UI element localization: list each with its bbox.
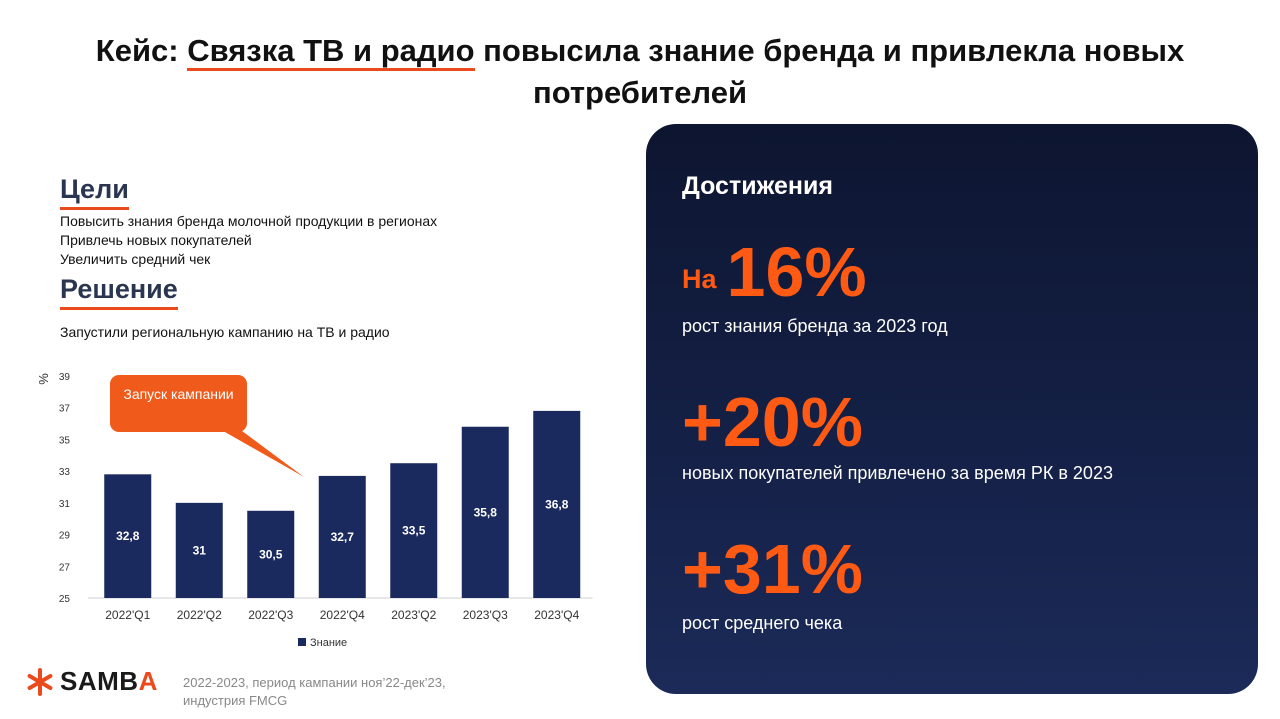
bar-value-label: 32,8 <box>116 529 140 543</box>
y-tick-label: 37 <box>59 404 71 415</box>
stat-value: +20% <box>682 383 863 461</box>
campaign-launch-callout: Запуск кампании <box>110 375 247 432</box>
logo-text: SAMBA <box>60 666 158 697</box>
title-rest: повысила знание бренда и привлекла новых… <box>474 33 1185 110</box>
y-tick-label: 39 <box>59 372 71 383</box>
y-tick-label: 33 <box>59 467 71 478</box>
stat-desc: рост среднего чека <box>682 613 843 633</box>
stat-brand-awareness: На 16% <box>682 232 867 312</box>
x-tick-label: 2023'Q2 <box>391 608 436 622</box>
y-tick-label: 31 <box>59 499 71 510</box>
stat-desc: новых покупателей привлечено за время РК… <box>682 463 1113 483</box>
x-tick-label: 2022'Q1 <box>105 608 150 622</box>
legend-swatch <box>298 638 306 646</box>
stat-value: 16% <box>726 233 867 311</box>
asterisk-logo-icon <box>27 667 53 696</box>
y-tick-label: 25 <box>59 594 71 605</box>
y-tick-label: 35 <box>59 435 71 446</box>
x-tick-label: 2022'Q2 <box>177 608 222 622</box>
footer-note-line: 2022-2023, период кампании ноя’22-дек’23… <box>183 675 446 690</box>
legend-label: Знание <box>310 637 347 649</box>
page-title: Кейс: Связка ТВ и радио повысила знание … <box>60 30 1220 114</box>
stat-average-check: +31% <box>682 529 863 609</box>
y-tick-label: 27 <box>59 562 71 573</box>
bar-value-label: 31 <box>193 543 207 557</box>
goal-item: Увеличить средний чек <box>60 251 211 267</box>
x-tick-label: 2022'Q3 <box>248 608 293 622</box>
solution-text: Запустили региональную кампанию на ТВ и … <box>60 324 390 340</box>
footer-note-line: индустрия FMCG <box>183 693 288 708</box>
bar <box>175 502 223 598</box>
stat-new-customers: +20% <box>682 382 863 462</box>
title-highlight: Связка ТВ и радио <box>187 33 475 71</box>
solution-heading: Решение <box>60 274 178 310</box>
awareness-bar-chart: 32,8 31 30,5 32,7 33,5 35,8 36,8 25 27 29 31 33 35 3… <box>36 372 593 649</box>
bar <box>104 474 152 598</box>
stat-prefix: На <box>682 264 717 294</box>
x-tick-label: 2023'Q4 <box>534 608 579 622</box>
achievements-heading: Достижения <box>682 172 833 200</box>
logo-main: SAMB <box>60 666 139 696</box>
stat-desc: рост знания бренда за 2023 год <box>682 316 948 336</box>
goals-heading: Цели <box>60 174 129 210</box>
goal-item: Привлечь новых покупателей <box>60 232 252 248</box>
stat-value: +31% <box>682 530 863 608</box>
footer-note: 2022-2023, период кампании ноя’22-дек’23… <box>183 674 446 710</box>
bar-value-label: 33,5 <box>402 524 426 538</box>
achievements-panel: Достижения На 16% рост знания бренда за 2… <box>646 124 1258 694</box>
y-axis-label: % <box>36 373 51 385</box>
y-tick-label: 29 <box>59 531 71 542</box>
goals-list: Повысить знания бренда молочной продукци… <box>60 212 437 269</box>
bar-value-label: 32,7 <box>331 530 355 544</box>
x-tick-label: 2023'Q3 <box>463 608 508 622</box>
bar <box>533 410 581 598</box>
bar-value-label: 36,8 <box>545 497 569 511</box>
bar-value-label: 35,8 <box>474 505 498 519</box>
title-prefix: Кейс: <box>95 33 188 68</box>
chart-legend: Знание <box>298 637 347 649</box>
bar <box>318 475 366 598</box>
goal-item: Повысить знания бренда молочной продукци… <box>60 213 438 229</box>
bar-value-label: 30,5 <box>259 547 283 561</box>
x-tick-label: 2022'Q4 <box>320 608 365 622</box>
bar <box>247 510 295 598</box>
samba-logo: SAMBA <box>26 666 158 697</box>
logo-accent: A <box>138 666 158 696</box>
bar <box>390 463 438 598</box>
bar <box>461 426 509 598</box>
